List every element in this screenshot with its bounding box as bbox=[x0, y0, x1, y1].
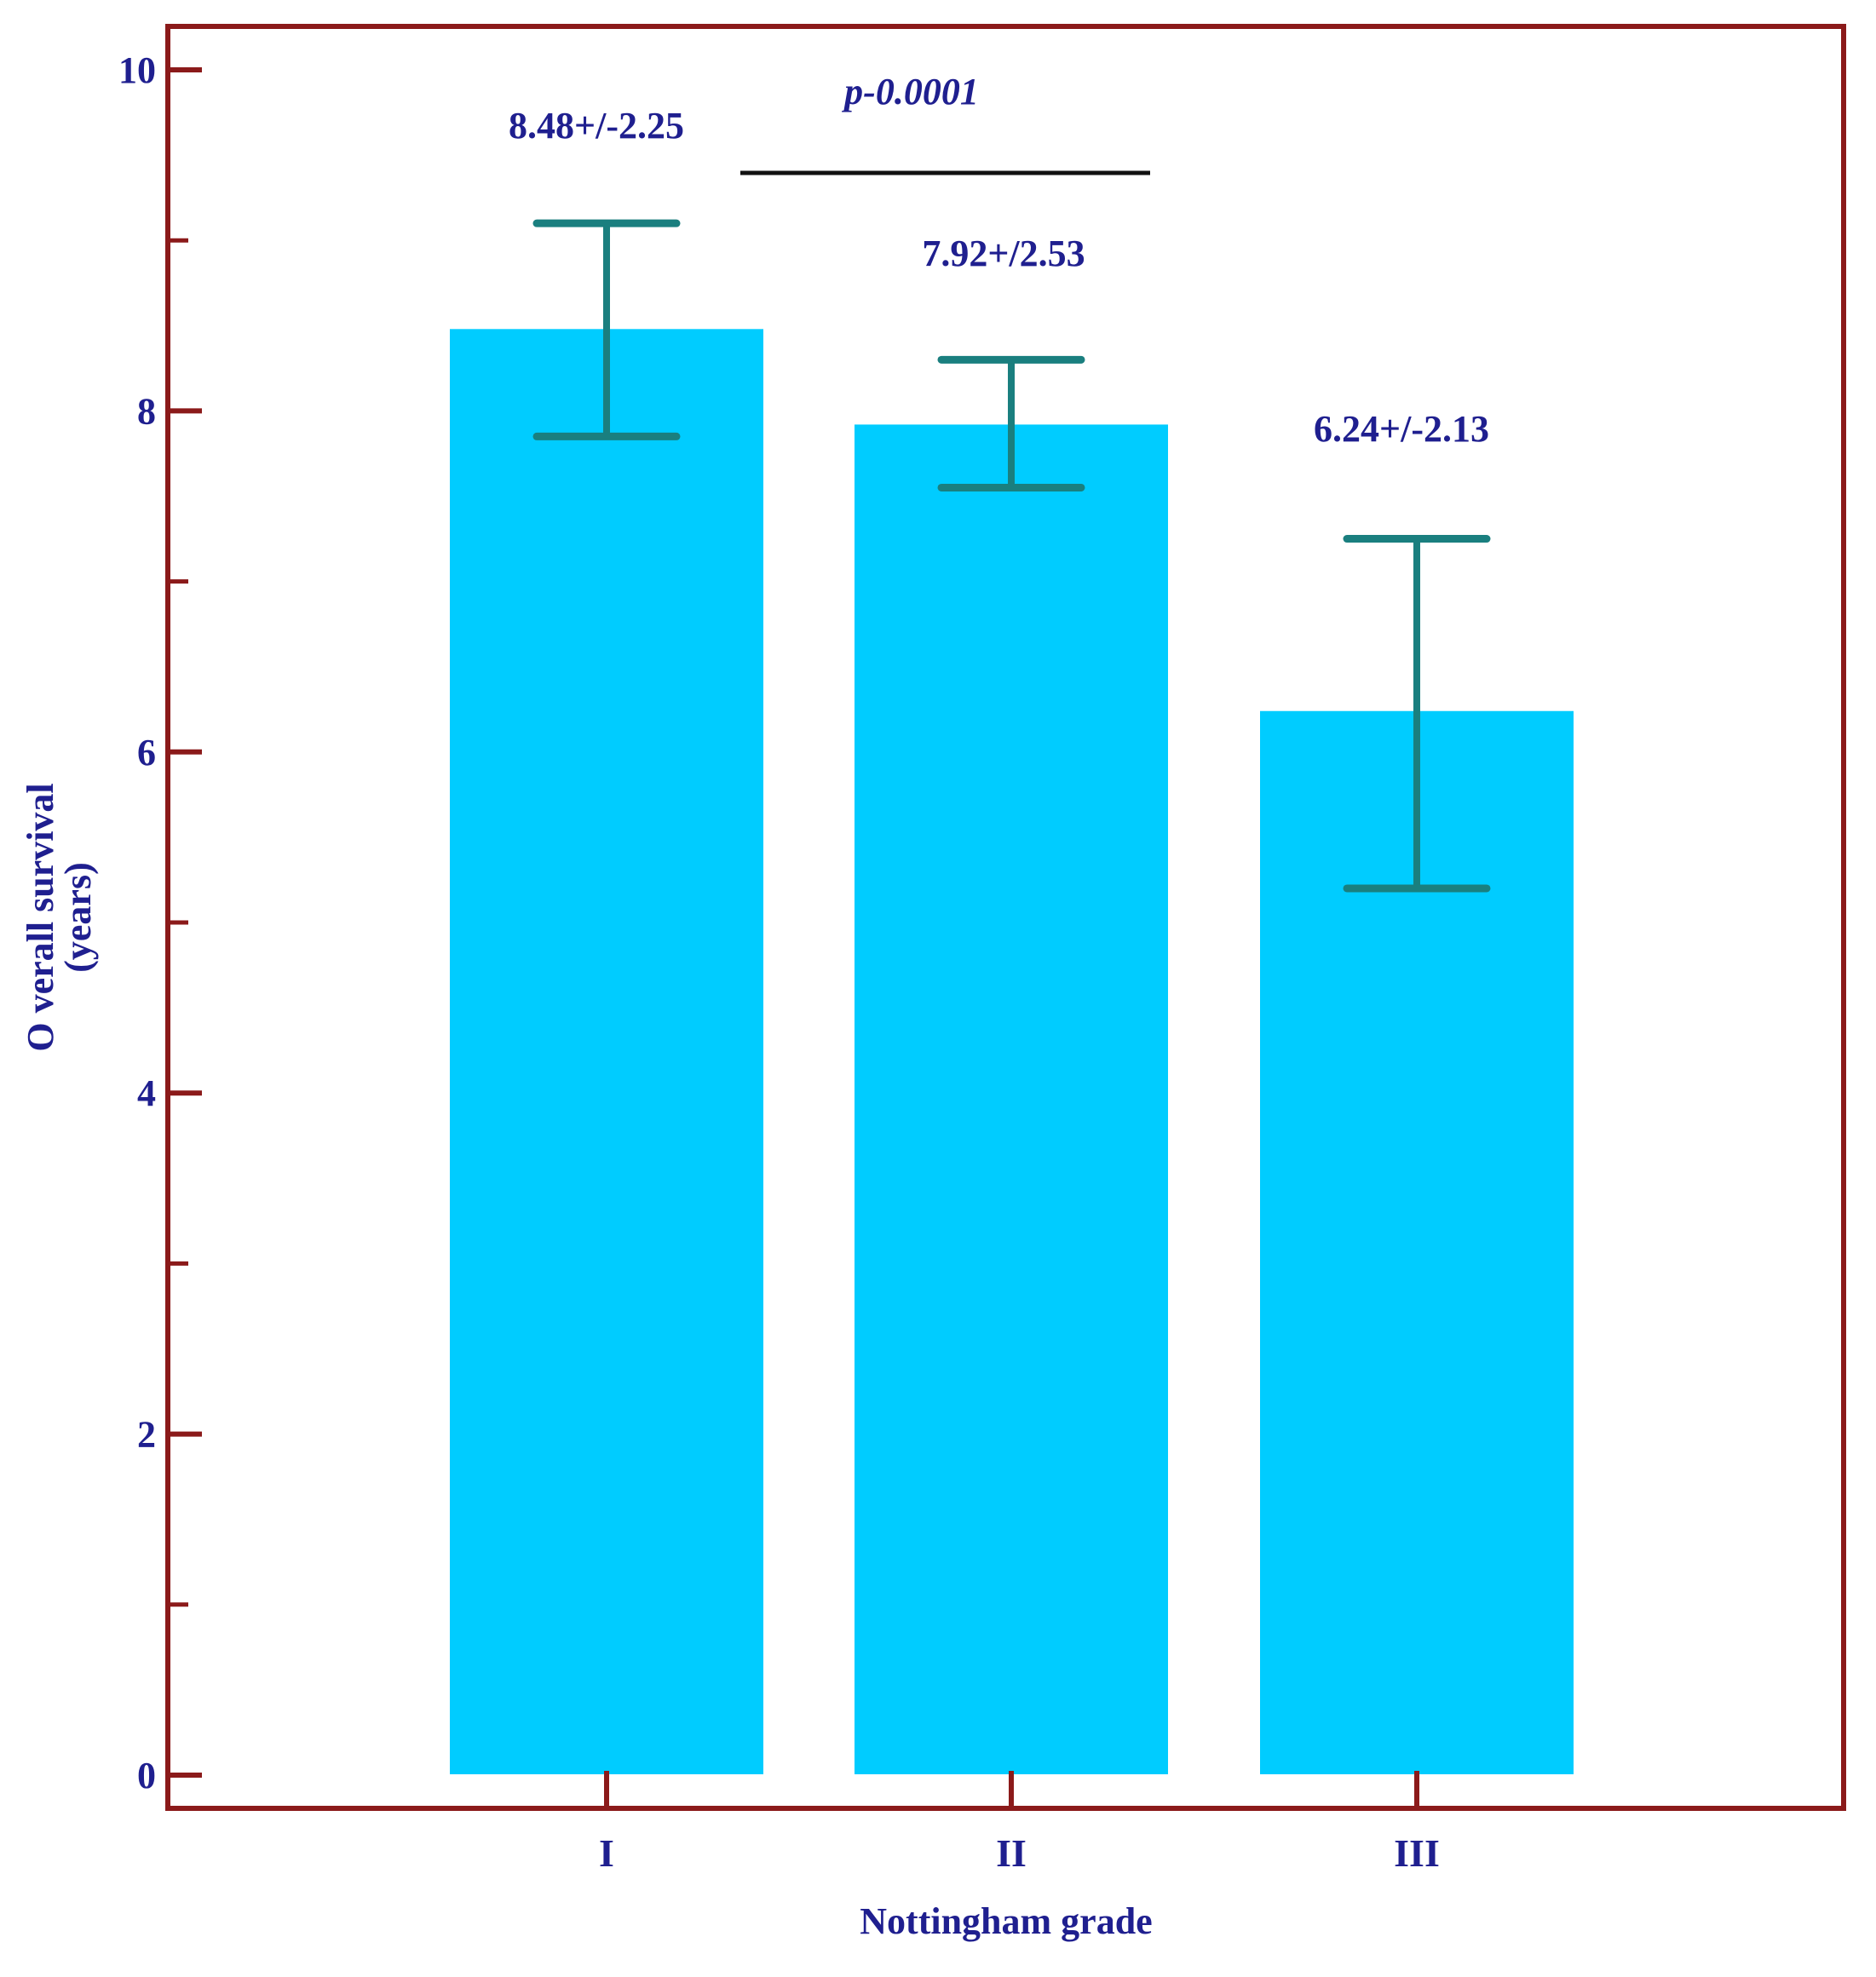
y-tick-label: 2 bbox=[137, 1414, 156, 1456]
x-tick-label-II: II bbox=[996, 1831, 1027, 1875]
x-tick-label-I: I bbox=[599, 1831, 614, 1875]
x-axis: I II III bbox=[599, 1771, 1440, 1875]
y-axis-title: O verall survival (years) bbox=[20, 783, 99, 1051]
significance-label: p-0.0001 bbox=[841, 71, 979, 112]
bar-value-label-I: 8.48+/-2.25 bbox=[509, 105, 684, 147]
error-bars-layer bbox=[532, 219, 1491, 893]
y-tick-label: 8 bbox=[137, 390, 156, 432]
bar-value-label-II: 7.92+/2.53 bbox=[922, 233, 1085, 274]
y-axis: 0 2 4 6 8 10 bbox=[118, 49, 202, 1796]
bar-value-label-III: 6.24+/-2.13 bbox=[1314, 408, 1489, 450]
plot-frame bbox=[165, 24, 1846, 1811]
bars-layer bbox=[450, 329, 1574, 1775]
x-axis-title: Nottingham grade bbox=[860, 1900, 1152, 1942]
bar-II bbox=[855, 424, 1168, 1774]
y-tick-label: 6 bbox=[137, 732, 156, 773]
y-axis-title-line1: O verall survival bbox=[20, 783, 61, 1051]
y-tick-label: 4 bbox=[137, 1072, 156, 1114]
bar-value-labels: 8.48+/-2.25 7.92+/2.53 6.24+/-2.13 bbox=[509, 105, 1489, 450]
y-tick-label: 10 bbox=[118, 49, 156, 91]
bar-I bbox=[450, 329, 763, 1775]
x-tick-label-III: III bbox=[1394, 1831, 1440, 1875]
y-axis-title-line2: (years) bbox=[57, 862, 99, 973]
y-tick-label: 0 bbox=[137, 1755, 156, 1796]
